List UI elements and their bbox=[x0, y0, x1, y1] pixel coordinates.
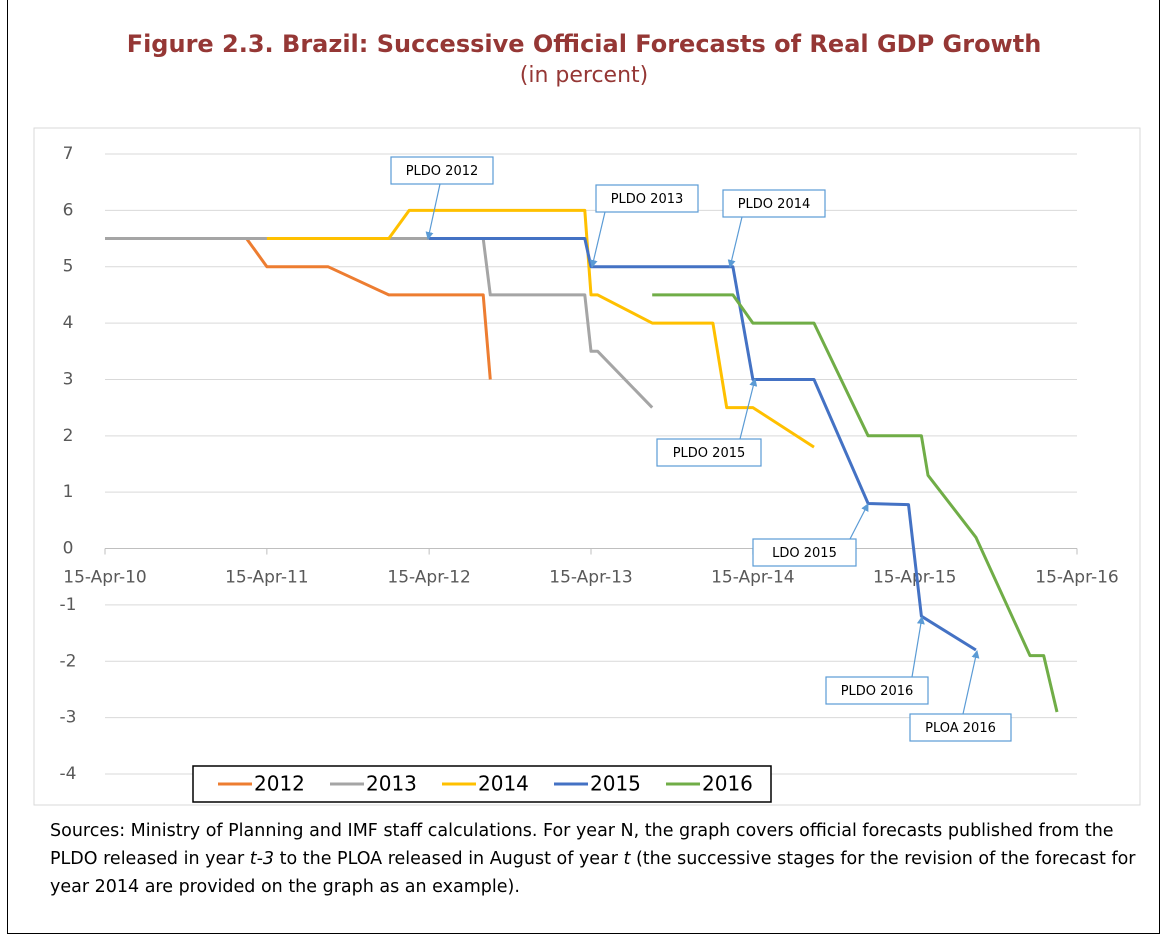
legend-label: 2015 bbox=[590, 772, 641, 796]
note-text: Sources: Ministry of Planning and IMF st… bbox=[50, 821, 1114, 869]
legend-label: 2016 bbox=[702, 772, 753, 796]
x-tick-label: 15-Apr-10 bbox=[63, 568, 146, 588]
x-tick-label: 15-Apr-12 bbox=[387, 568, 470, 588]
y-tick-label: 5 bbox=[63, 257, 74, 277]
callout-arrow bbox=[962, 650, 980, 715]
series-line bbox=[652, 293, 1059, 713]
callout-arrow bbox=[727, 216, 743, 268]
note-text: t bbox=[623, 849, 631, 869]
y-tick-label: -2 bbox=[60, 651, 77, 671]
callout-box bbox=[595, 184, 699, 213]
series-line bbox=[429, 237, 977, 652]
callout-label: PLDO 2014 bbox=[738, 197, 811, 212]
callout-arrow bbox=[425, 183, 441, 240]
x-tick-label: 15-Apr-16 bbox=[1035, 568, 1118, 588]
legend-label: 2013 bbox=[366, 772, 417, 796]
y-tick-label: 2 bbox=[63, 426, 74, 446]
series-line bbox=[266, 208, 815, 449]
callout-box bbox=[825, 676, 929, 705]
callout-label: LDO 2015 bbox=[772, 546, 837, 561]
y-tick-label: 3 bbox=[63, 369, 74, 389]
y-tick-label: 4 bbox=[63, 313, 74, 333]
callout-label: PLOA 2016 bbox=[925, 721, 996, 736]
x-tick-label: 15-Apr-14 bbox=[711, 568, 794, 588]
callout-label: PLDO 2015 bbox=[673, 446, 746, 461]
callout-label: PLDO 2012 bbox=[406, 164, 479, 179]
note-text: t-3 bbox=[249, 849, 275, 869]
y-tick-label: 6 bbox=[63, 200, 74, 220]
chart-subtitle: (in percent) bbox=[520, 63, 648, 88]
frame bbox=[7, 0, 1160, 934]
callout-arrow bbox=[849, 503, 869, 540]
y-tick-label: -3 bbox=[60, 708, 77, 728]
callout-box bbox=[656, 438, 762, 467]
callout-box bbox=[752, 538, 857, 567]
callout-label: PLDO 2016 bbox=[841, 684, 914, 699]
callout-box bbox=[390, 156, 494, 185]
note: Sources: Ministry of Planning and IMF st… bbox=[50, 817, 1150, 901]
y-tick-label: -1 bbox=[60, 595, 77, 615]
callout-arrow bbox=[589, 211, 606, 268]
note-text: (the successive stages for the revision … bbox=[50, 849, 1136, 897]
legend-label: 2014 bbox=[478, 772, 529, 796]
x-tick-label: 15-Apr-11 bbox=[225, 568, 308, 588]
callout-box bbox=[909, 713, 1012, 742]
y-tick-label: 1 bbox=[63, 482, 74, 502]
callout-box bbox=[722, 189, 826, 218]
y-tick-label: 7 bbox=[63, 144, 74, 164]
series-line bbox=[105, 237, 492, 380]
chart: Figure 2.3. Brazil: Successive Official … bbox=[33, 30, 1141, 806]
callout-arrow bbox=[739, 378, 758, 440]
x-tick-label: 15-Apr-15 bbox=[873, 568, 956, 588]
y-tick-label: -4 bbox=[60, 764, 77, 784]
y-tick-label: 0 bbox=[63, 539, 74, 559]
x-tick-label: 15-Apr-13 bbox=[549, 568, 632, 588]
legend-label: 2012 bbox=[254, 772, 305, 796]
chart-title: Figure 2.3. Brazil: Successive Official … bbox=[127, 30, 1042, 58]
note-text: to the PLOA released in August of year bbox=[274, 849, 624, 869]
callout-arrow bbox=[911, 616, 925, 678]
callout-label: PLDO 2013 bbox=[611, 192, 684, 207]
plot-area bbox=[33, 127, 1141, 806]
